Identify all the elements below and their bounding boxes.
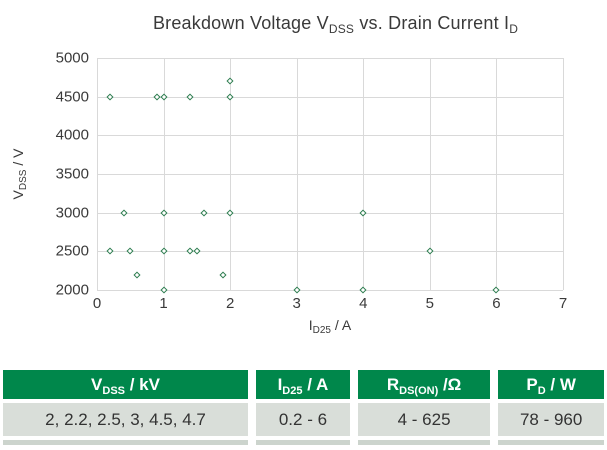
- title-subscript-vdss: DSS: [328, 22, 355, 36]
- scatter-point: [226, 77, 234, 85]
- y-tick-label: 4500: [55, 88, 89, 106]
- table-cell-id25-range: 0.2 - 6: [256, 403, 350, 436]
- x-tick-label: 7: [558, 295, 568, 312]
- y-tick-label: 3000: [55, 204, 89, 222]
- x-tick-label: 2: [225, 295, 235, 312]
- header-text: I: [277, 375, 283, 394]
- header-text: / W: [545, 375, 576, 394]
- y-axis-label: VDSS / V: [10, 124, 30, 224]
- title-text: vs. Drain Current I: [354, 13, 510, 33]
- scatter-point: [199, 209, 208, 217]
- scatter-point: [160, 247, 168, 255]
- x-tick-label: 5: [425, 295, 435, 312]
- scatter-point: [193, 247, 201, 255]
- gridline-h: [97, 174, 563, 175]
- table-cell-rdson-range: 4 - 625: [357, 403, 491, 436]
- x-tick-label: 4: [359, 295, 368, 312]
- scatter-point: [359, 286, 367, 294]
- title-text: Breakdown Voltage V: [152, 13, 329, 33]
- gridline-h: [97, 58, 563, 59]
- y-axis-label-text: V: [10, 190, 26, 200]
- header-text: / kV: [125, 375, 160, 394]
- table-header-pd: PD / W: [498, 370, 604, 399]
- header-text: R: [386, 375, 400, 394]
- scatter-point: [426, 247, 434, 255]
- header-subscript: D25: [282, 385, 303, 397]
- gridline-h: [97, 251, 563, 253]
- gridline-h: [97, 135, 563, 137]
- gridline-h: [97, 212, 563, 214]
- x-tick-label: 6: [492, 295, 501, 312]
- x-axis-label-text: / A: [331, 317, 352, 333]
- scatter-point: [160, 286, 168, 294]
- table-next-row-partial: [3, 440, 249, 445]
- y-axis-label-subscript: DSS: [18, 169, 29, 191]
- scatter-point: [106, 247, 114, 255]
- scatter-point: [293, 286, 301, 294]
- x-tick-label: 3: [292, 295, 301, 312]
- header-text: / A: [302, 375, 329, 394]
- table-next-row-partial: [498, 440, 604, 445]
- scatter-point: [226, 209, 234, 217]
- scatter-point: [160, 209, 168, 217]
- table-header-vdss: VDSS / kV: [3, 370, 249, 399]
- header-subscript: D: [537, 385, 546, 397]
- y-tick-label: 2500: [55, 242, 89, 260]
- header-text: V: [91, 375, 103, 394]
- scatter-point: [186, 93, 194, 101]
- header-subscript: DSS: [102, 385, 125, 397]
- y-tick-label: 2000: [55, 281, 89, 299]
- scatter-point: [186, 247, 194, 255]
- scatter-point: [492, 286, 500, 294]
- table-cell-vdss-values: 2, 2.2, 2.5, 3, 4.5, 4.7: [3, 403, 249, 436]
- scatter-point: [160, 93, 168, 101]
- y-tick-labels: 5000 4500 4000 3500 3000 2500 2000: [36, 50, 89, 299]
- x-axis-label-subscript: D25: [312, 325, 331, 336]
- gridline-h: [97, 290, 563, 291]
- y-tick-label: 5000: [55, 49, 89, 67]
- table-cell-pd-range: 78 - 960: [498, 403, 604, 436]
- spec-table: VDSS / kV ID25 / A RDS(ON) /Ω PD / W 2, …: [3, 370, 604, 445]
- x-tick-labels: 0 1 2 3 4 5 6 7: [93, 295, 567, 313]
- x-tick-label: 0: [92, 295, 102, 312]
- x-axis-label: ID25 / A: [97, 317, 563, 336]
- header-text: P: [526, 375, 538, 394]
- y-axis-label-text: / V: [10, 148, 26, 170]
- table-next-row-partial: [357, 440, 491, 445]
- scatter-point: [126, 247, 134, 255]
- y-tick-label: 3500: [55, 165, 89, 183]
- title-subscript-id: D: [509, 22, 519, 36]
- gridline-h: [97, 96, 563, 98]
- table-next-row-partial: [256, 440, 350, 445]
- plot-area: [97, 58, 564, 294]
- chart-title: Breakdown Voltage VDSS vs. Drain Current…: [64, 13, 607, 36]
- header-text: /Ω: [438, 375, 462, 394]
- scatter-point: [219, 270, 228, 279]
- x-tick-label: 1: [159, 295, 168, 312]
- scatter-point: [133, 270, 141, 279]
- scatter-point: [106, 93, 114, 101]
- table-header-id25: ID25 / A: [256, 370, 350, 399]
- scatter-point: [120, 209, 128, 217]
- scatter-point: [226, 93, 234, 101]
- scatter-point: [359, 209, 367, 217]
- gridline-v: [563, 58, 564, 290]
- table-header-rdson: RDS(ON) /Ω: [357, 370, 491, 399]
- y-tick-label: 4000: [55, 126, 89, 144]
- header-subscript: DS(ON): [399, 385, 439, 397]
- x-axis-label-text: I: [308, 317, 313, 333]
